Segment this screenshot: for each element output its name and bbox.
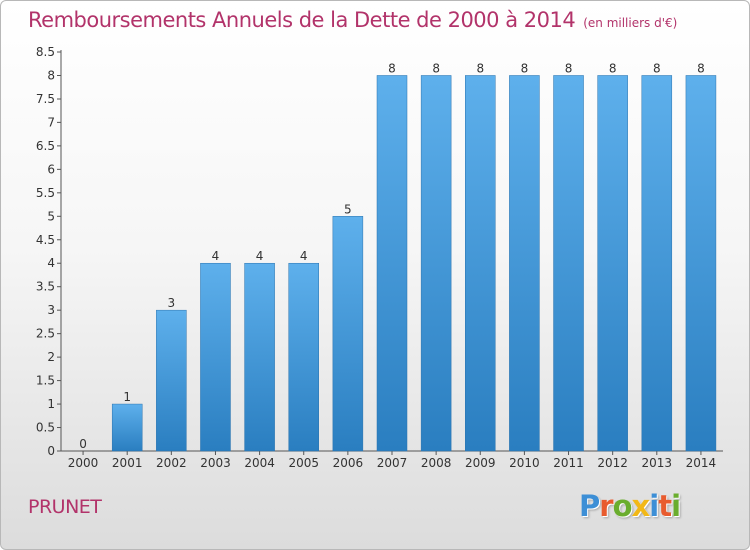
bar (641, 75, 673, 452)
bar (200, 262, 231, 452)
y-tick-label: 6.5 (36, 139, 55, 153)
logo-letter: o (612, 489, 633, 523)
bar-value-label: 8 (521, 61, 529, 75)
bar-value-label: 8 (476, 61, 484, 75)
logo-letter: i (649, 489, 659, 523)
y-tick-label: 3 (47, 303, 55, 317)
bar-value-label: 8 (653, 61, 661, 75)
logo-letter: P (579, 489, 600, 523)
bar-value-label: 1 (123, 390, 131, 404)
x-tick-label: 2000 (68, 456, 99, 470)
y-tick-label: 6 (47, 162, 55, 176)
bar (685, 75, 717, 452)
chart-title: Remboursements Annuels de la Dette de 20… (28, 8, 677, 32)
bar-value-label: 8 (609, 61, 617, 75)
logo-letter: x (631, 489, 651, 523)
y-tick-label: 1.5 (36, 374, 55, 388)
bar (156, 309, 187, 452)
y-axis: 0 0.5 1 1.5 2 2.5 3 3.5 4 4.5 5 5.5 6 6.5 7 7.5 8 8.5 (36, 45, 62, 458)
bar-value-label: 8 (565, 61, 573, 75)
bar-value-label: 3 (168, 296, 176, 310)
x-tick-label: 2006 (333, 456, 364, 470)
y-tick-label: 7.5 (36, 92, 55, 106)
bar (332, 216, 364, 452)
bar (376, 75, 408, 452)
y-tick-label: 2.5 (36, 327, 55, 341)
y-tick-label: 1 (47, 397, 55, 411)
y-tick-label: 0.5 (36, 421, 55, 435)
bar-value-label: 0 (79, 437, 87, 451)
bar-value-label: 4 (300, 249, 308, 263)
bar (111, 403, 143, 452)
value-labels: 0 1 3 4 4 4 5 8 8 8 8 8 8 8 8 (79, 61, 705, 451)
commune-name: PRUNET (28, 496, 102, 518)
y-tick-label: 4 (47, 256, 55, 270)
x-tick-label: 2002 (156, 456, 187, 470)
bar (465, 75, 496, 452)
logo-letter: t (658, 489, 672, 523)
y-tick-label: 7 (47, 115, 55, 129)
bar-value-label: 8 (697, 61, 705, 75)
bar (288, 262, 319, 452)
bar (553, 75, 584, 452)
y-tick-label: 5 (47, 209, 55, 223)
x-tick-label: 2005 (288, 456, 319, 470)
x-tick-label: 2009 (465, 456, 496, 470)
y-tick-label: 5.5 (36, 186, 55, 200)
bar (597, 75, 628, 452)
bar-value-label: 4 (212, 249, 220, 263)
bar (420, 75, 452, 452)
x-tick-label: 2012 (597, 456, 628, 470)
y-tick-label: 4.5 (36, 233, 55, 247)
x-tick-label: 2013 (642, 456, 673, 470)
x-tick-label: 2007 (377, 456, 408, 470)
logo-letter: i (671, 489, 681, 523)
y-tick-label: 2 (47, 350, 55, 364)
y-tick-label: 0 (47, 444, 55, 458)
x-tick-label: 2008 (421, 456, 452, 470)
bar-value-label: 5 (344, 202, 352, 216)
bars (111, 75, 717, 452)
bar (244, 262, 275, 452)
bar-value-label: 8 (388, 61, 396, 75)
x-tick-label: 2011 (553, 456, 584, 470)
bar (509, 75, 540, 452)
x-tick-label: 2003 (200, 456, 231, 470)
x-axis: 2000 2001 2002 2003 2004 2005 2006 2007 2008 2009… (61, 450, 723, 470)
bar-value-label: 8 (432, 61, 440, 75)
proxiti-logo[interactable]: Proxiti (579, 489, 681, 523)
x-tick-label: 2001 (112, 456, 143, 470)
x-tick-label: 2014 (686, 456, 717, 470)
logo-letter: r (599, 489, 613, 523)
y-tick-label: 8 (47, 68, 55, 82)
bar-value-label: 4 (256, 249, 264, 263)
chart-title-text: Remboursements Annuels de la Dette de 20… (28, 8, 576, 32)
x-tick-label: 2010 (509, 456, 540, 470)
y-tick-label: 8.5 (36, 45, 55, 59)
y-tick-label: 3.5 (36, 280, 55, 294)
x-tick-label: 2004 (244, 456, 275, 470)
chart-unit: (en milliers d'€) (583, 16, 678, 30)
